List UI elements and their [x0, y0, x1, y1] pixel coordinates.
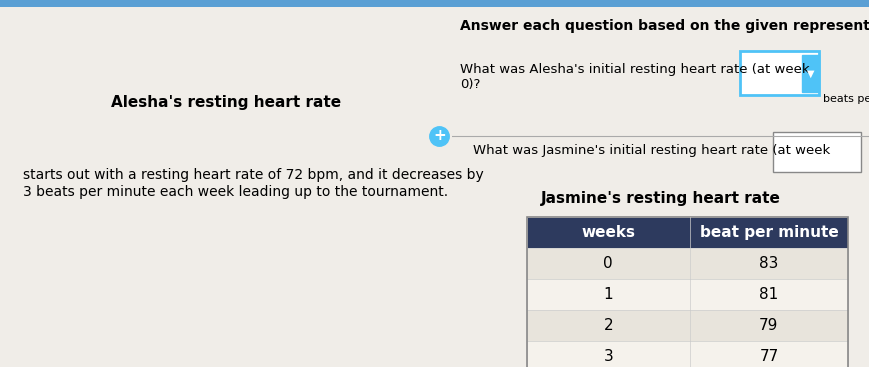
- Text: weeks: weeks: [581, 225, 635, 240]
- FancyBboxPatch shape: [773, 132, 860, 172]
- Text: Jasmine's resting heart rate: Jasmine's resting heart rate: [541, 191, 780, 206]
- Text: 1: 1: [603, 287, 614, 302]
- Text: 3: 3: [603, 349, 614, 364]
- Text: What was Alesha's initial resting heart rate (at week
0)?: What was Alesha's initial resting heart …: [461, 63, 810, 91]
- FancyBboxPatch shape: [0, 0, 452, 7]
- Text: 77: 77: [760, 349, 779, 364]
- FancyBboxPatch shape: [527, 248, 848, 279]
- Text: 83: 83: [760, 256, 779, 271]
- FancyBboxPatch shape: [527, 279, 848, 310]
- Text: 79: 79: [760, 318, 779, 333]
- Text: beat per minute: beat per minute: [700, 225, 839, 240]
- Text: Alesha's resting heart rate: Alesha's resting heart rate: [111, 95, 341, 110]
- Text: Answer each question based on the given representations.: Answer each question based on the given …: [461, 19, 869, 33]
- FancyBboxPatch shape: [527, 310, 848, 341]
- FancyBboxPatch shape: [452, 0, 869, 7]
- Text: starts out with a resting heart rate of 72 bpm, and it decreases by
3 beats per : starts out with a resting heart rate of …: [23, 168, 483, 199]
- Text: 2: 2: [603, 318, 614, 333]
- FancyBboxPatch shape: [527, 341, 848, 367]
- Text: 81: 81: [760, 287, 779, 302]
- FancyBboxPatch shape: [527, 217, 848, 248]
- FancyBboxPatch shape: [740, 51, 819, 95]
- Text: 0: 0: [603, 256, 614, 271]
- Text: ▼: ▼: [806, 68, 814, 79]
- Text: +: +: [433, 128, 446, 143]
- Text: What was Jasmine's initial resting heart rate (at week: What was Jasmine's initial resting heart…: [473, 144, 830, 157]
- Text: beats per min: beats per min: [823, 94, 869, 104]
- FancyBboxPatch shape: [802, 55, 819, 92]
